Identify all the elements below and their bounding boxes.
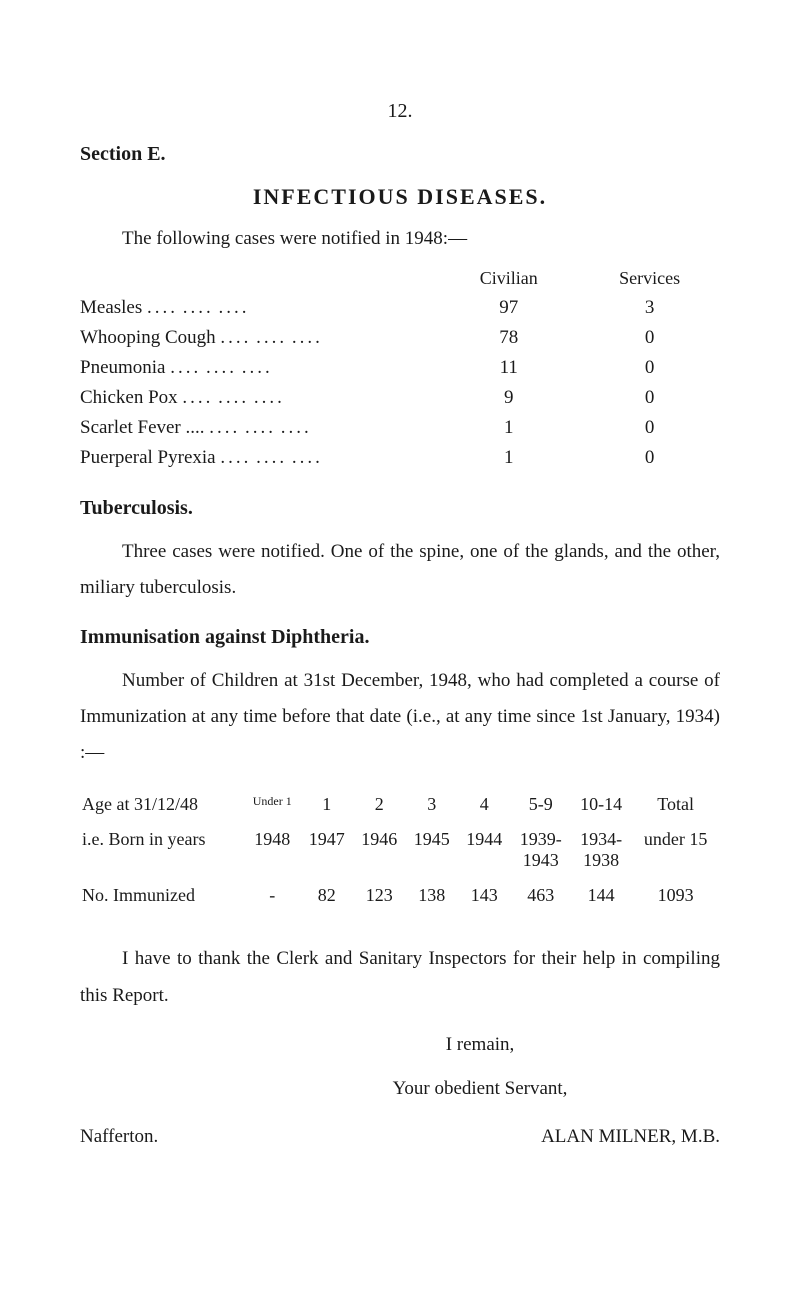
disease-name: Scarlet Fever .... .... .... .... [80,413,438,443]
disease-civilian: 1 [438,443,579,473]
age-col-header: 10-14 [571,787,631,822]
age-row3-label: No. Immunized [80,878,244,913]
disease-name: Pneumonia .... .... .... [80,353,438,383]
tuberculosis-heading: Tuberculosis. [80,497,720,520]
age-col-year: 1947 [300,822,353,878]
age-col-year: 1945 [405,822,458,878]
age-col-immunized: 138 [405,878,458,913]
header-civilian: Civilian [438,264,579,293]
table-row: Measles .... .... ....973 [80,293,720,323]
disease-civilian: 97 [438,293,579,323]
age-col-year: 1946 [353,822,406,878]
age-col-immunized: 463 [511,878,571,913]
disease-name: Measles .... .... .... [80,293,438,323]
age-col-header: 2 [353,787,406,822]
age-col-immunized: - [244,878,300,913]
age-row2-label: i.e. Born in years [80,822,244,878]
closing-remain: I remain, [240,1034,720,1056]
disease-name: Puerperal Pyrexia .... .... .... [80,443,438,473]
disease-table: Civilian Services Measles .... .... ....… [80,264,720,473]
disease-services: 0 [579,443,720,473]
disease-services: 0 [579,353,720,383]
disease-name: Chicken Pox .... .... .... [80,383,438,413]
age-col-year: 1948 [244,822,300,878]
page-number: 12. [80,100,720,123]
disease-services: 3 [579,293,720,323]
table-row: Chicken Pox .... .... ....90 [80,383,720,413]
table-row: Pneumonia .... .... ....110 [80,353,720,383]
age-col-immunized: 82 [300,878,353,913]
header-services: Services [579,264,720,293]
age-col-year: 1934- 1938 [571,822,631,878]
age-col-year: under 15 [631,822,720,878]
disease-civilian: 1 [438,413,579,443]
table-row: Scarlet Fever .... .... .... ....10 [80,413,720,443]
disease-civilian: 78 [438,323,579,353]
disease-name: Whooping Cough .... .... .... [80,323,438,353]
disease-services: 0 [579,413,720,443]
disease-civilian: 9 [438,383,579,413]
intro-text: The following cases were notified in 194… [122,228,720,250]
closing-servant: Your obedient Servant, [240,1078,720,1100]
age-col-immunized: 143 [458,878,511,913]
place-name: Nafferton. [80,1126,158,1148]
age-col-immunized: 123 [353,878,406,913]
table-row: Whooping Cough .... .... ....780 [80,323,720,353]
tuberculosis-para: Three cases were notified. One of the sp… [80,534,720,606]
age-col-header: 4 [458,787,511,822]
age-col-header: Total [631,787,720,822]
age-col-year: 1944 [458,822,511,878]
age-col-header: Under 1 [244,787,300,822]
age-col-immunized: 144 [571,878,631,913]
age-col-header: 3 [405,787,458,822]
age-col-header: 1 [300,787,353,822]
age-col-header: 5-9 [511,787,571,822]
age-table: Age at 31/12/48 Under 112345-910-14Total… [80,787,720,913]
age-row1-label: Age at 31/12/48 [80,787,244,822]
age-col-immunized: 1093 [631,878,720,913]
thanks-para: I have to thank the Clerk and Sanitary I… [80,941,720,1013]
table-row: Puerperal Pyrexia .... .... ....10 [80,443,720,473]
immunisation-para: Number of Children at 31st December, 194… [80,663,720,771]
section-label: Section E. [80,143,166,166]
signature: ALAN MILNER, M.B. [541,1126,720,1148]
age-col-year: 1939- 1943 [511,822,571,878]
immunisation-heading: Immunisation against Diphtheria. [80,626,720,649]
main-title: INFECTIOUS DISEASES. [80,184,720,210]
disease-services: 0 [579,383,720,413]
disease-services: 0 [579,323,720,353]
disease-civilian: 11 [438,353,579,383]
